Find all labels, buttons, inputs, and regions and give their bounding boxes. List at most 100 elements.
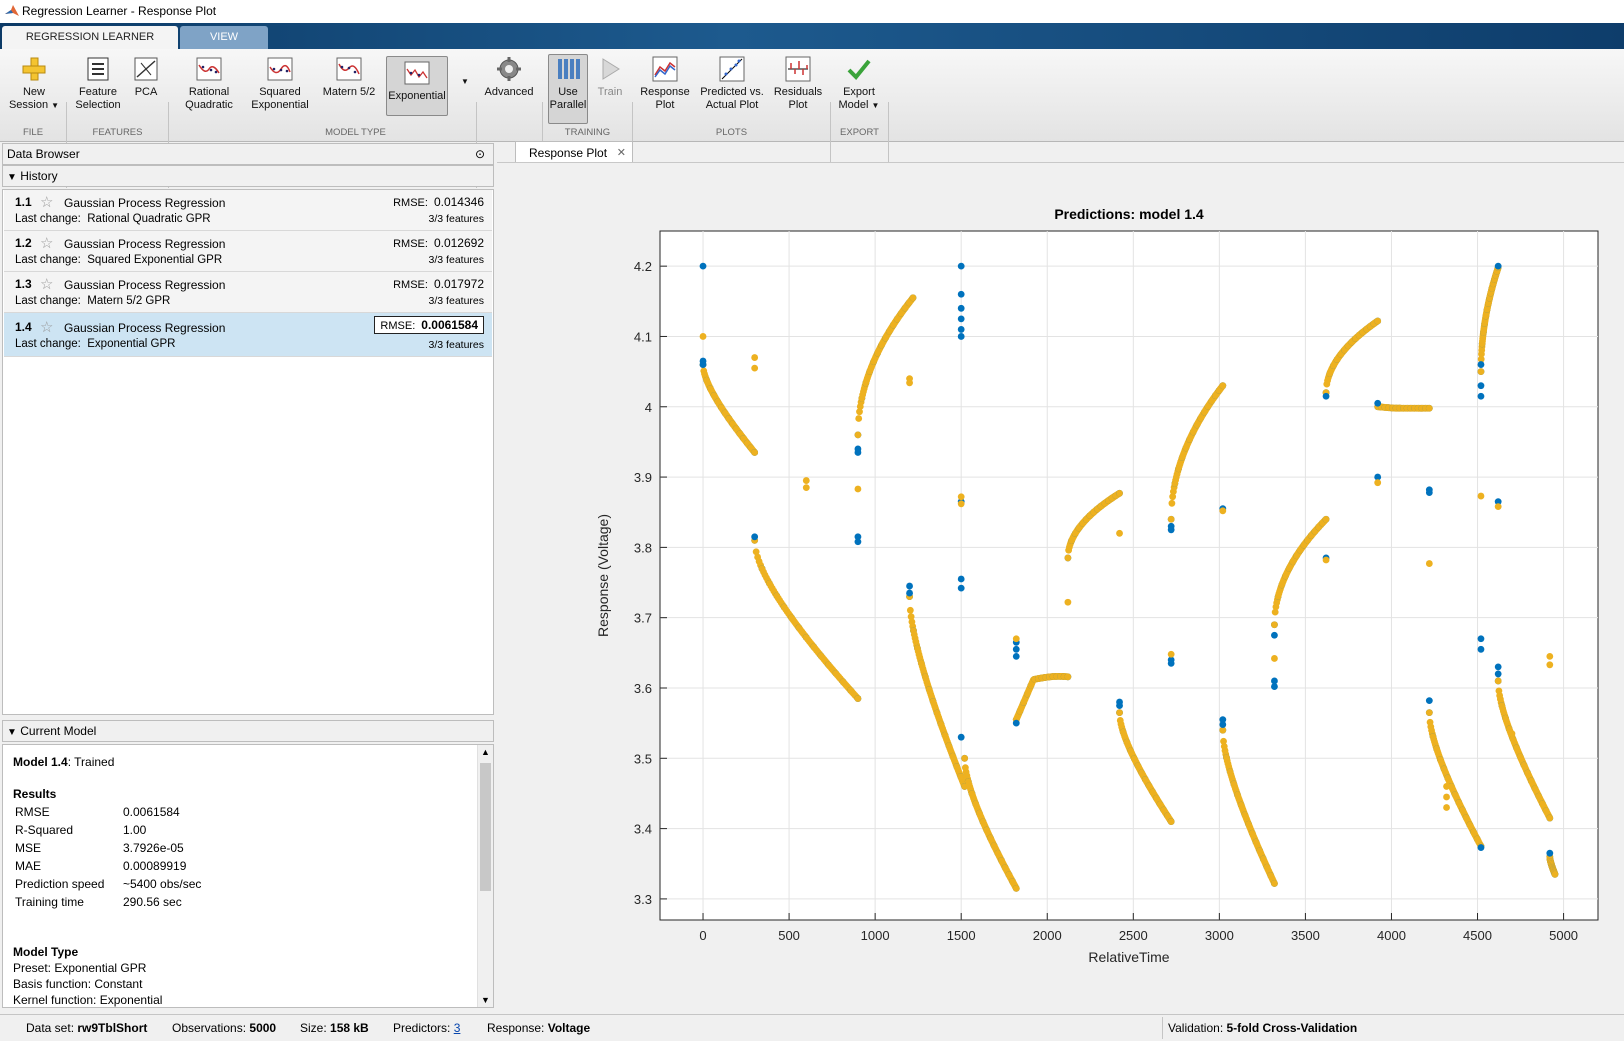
matern-label: Matern 5/2: [322, 86, 376, 98]
true-point: [957, 290, 965, 298]
scroll-up-arrow-icon[interactable]: ▲: [481, 747, 490, 757]
status-predictors: Predictors: 3: [393, 1015, 460, 1041]
plot-area: 0 500 1000 1500 2000 2500 3000 3500 4000 4500 5000…: [497, 162, 1624, 1013]
predicted-vs-actual-button[interactable]: Predicted vs. Actual Plot: [698, 55, 766, 112]
predicted-point: [1167, 515, 1175, 523]
model-name: Gaussian Process Regression: [64, 278, 226, 292]
feature-list-icon: [87, 57, 109, 81]
current-model-header[interactable]: ▼ Current Model: [2, 720, 494, 742]
history-item-1-4[interactable]: 1.4 ☆ Gaussian Process Regression Last c…: [4, 313, 492, 357]
true-point: [854, 533, 862, 541]
results-value-rmse: 0.0061584: [123, 805, 180, 819]
response-plot-icon: [652, 56, 678, 82]
panel-options-icon[interactable]: ⊙: [474, 147, 485, 161]
predicted-point: [1551, 870, 1559, 878]
true-point: [957, 315, 965, 323]
predicted-point: [855, 415, 863, 422]
last-change-value: Squared Exponential GPR: [87, 254, 223, 266]
results-label-mae: MAE: [15, 859, 42, 873]
last-change: Last change: Squared Exponential GPR: [15, 254, 222, 266]
feature-selection-label: Feature Selection: [75, 86, 121, 111]
favorite-star-icon[interactable]: ☆: [40, 194, 54, 211]
favorite-star-icon[interactable]: ☆: [40, 235, 54, 252]
rational-quadratic-button[interactable]: Rational Quadratic: [178, 55, 240, 112]
feature-selection-button[interactable]: Feature Selection: [70, 55, 126, 112]
residuals-plot-label: Residuals Plot: [773, 86, 823, 111]
predicted-point: [1443, 793, 1450, 801]
play-icon: [602, 58, 620, 80]
response-plot-button[interactable]: Response Plot: [636, 55, 694, 112]
predicted-vs-actual-label: Predicted vs. Actual Plot: [700, 86, 764, 111]
true-point: [957, 575, 965, 583]
predicted-point: [802, 484, 810, 492]
true-point: [1116, 702, 1123, 709]
train-button[interactable]: Train: [592, 55, 628, 99]
tab-response-plot[interactable]: Response Plot ✕: [515, 141, 633, 164]
use-parallel-toggle[interactable]: Use Parallel: [548, 55, 588, 112]
predicted-point: [1219, 507, 1227, 515]
status-validation-value: 5-fold Cross-Validation: [1226, 1021, 1358, 1035]
predicted-point: [1477, 492, 1485, 500]
residuals-plot-button[interactable]: Residuals Plot: [770, 55, 826, 112]
exponential-button[interactable]: Exponential: [386, 59, 448, 103]
y-tick-label: 3.5: [634, 751, 652, 766]
model-type-kernel: Kernel function: Exponential: [13, 993, 163, 1007]
true-point: [1012, 645, 1020, 653]
window-title: Regression Learner - Response Plot: [22, 4, 217, 18]
x-tick-label: 500: [778, 928, 800, 943]
current-model-status: : Trained: [67, 755, 115, 769]
scroll-down-arrow-icon[interactable]: ▼: [481, 995, 490, 1005]
results-value-training-time: 290.56 sec: [123, 895, 182, 909]
history-item-1-2[interactable]: 1.2 ☆ Gaussian Process Regression Last c…: [4, 231, 492, 272]
advanced-button[interactable]: Advanced: [480, 55, 538, 99]
gpr-model-icon: [404, 61, 430, 85]
predicted-point: [1546, 652, 1554, 660]
y-tick-label: 3.9: [634, 470, 652, 485]
history-header[interactable]: ▼ History: [2, 165, 494, 187]
predicted-point: [1494, 503, 1502, 510]
favorite-star-icon[interactable]: ☆: [40, 276, 54, 293]
export-model-button[interactable]: Export Model ▼: [832, 55, 886, 112]
true-point: [699, 361, 707, 368]
true-point: [1374, 399, 1382, 407]
train-label: Train: [597, 86, 623, 98]
true-point: [1494, 262, 1502, 270]
predicted-point: [1546, 661, 1554, 669]
y-tick-label: 3.8: [634, 540, 652, 555]
squared-exponential-button[interactable]: Squared Exponential: [246, 55, 314, 112]
model-number: 1.1: [15, 195, 32, 209]
close-icon[interactable]: ✕: [616, 147, 626, 159]
current-model-scrollbar[interactable]: ▲ ▼: [477, 745, 493, 1007]
rmse-label: RMSE:: [380, 320, 416, 332]
last-change-label: Last change:: [15, 213, 81, 225]
true-point: [1374, 473, 1382, 481]
last-change-label: Last change:: [15, 254, 81, 266]
status-dataset: Data set: rw9TblShort: [26, 1015, 147, 1041]
predictors-link[interactable]: 3: [453, 1021, 461, 1035]
status-validation-label: Validation:: [1168, 1021, 1224, 1035]
scrollbar-thumb[interactable]: [480, 763, 491, 891]
tab-view[interactable]: VIEW: [180, 26, 268, 49]
tab-regression-learner[interactable]: REGRESSION LEARNER: [2, 26, 178, 49]
gallery-expand-button[interactable]: ▼: [456, 75, 474, 88]
matlab-logo-icon: [5, 5, 19, 16]
history-item-1-3[interactable]: 1.3 ☆ Gaussian Process Regression Last c…: [4, 272, 492, 313]
predicted-point: [1220, 737, 1227, 745]
predicted-point: [1271, 621, 1278, 629]
x-axis-label: RelativeTime: [1088, 949, 1169, 965]
matern-button[interactable]: Matern 5/2: [318, 55, 380, 99]
favorite-star-icon[interactable]: ☆: [40, 319, 54, 336]
status-observations-label: Observations:: [172, 1021, 247, 1035]
x-tick-label: 3500: [1291, 928, 1320, 943]
rmse-readout: RMSE: 0.014346: [393, 195, 484, 209]
last-change: Last change: Rational Quadratic GPR: [15, 213, 211, 225]
true-point: [1271, 683, 1278, 690]
residuals-plot-icon: [785, 56, 811, 82]
new-session-button[interactable]: New Session ▼: [4, 55, 64, 112]
true-point: [1494, 498, 1502, 506]
predicted-point: [1374, 479, 1382, 487]
status-dataset-value: rw9TblShort: [77, 1021, 148, 1035]
pca-button[interactable]: PCA: [128, 55, 164, 99]
history-item-1-1[interactable]: 1.1 ☆ Gaussian Process Regression Last c…: [4, 190, 492, 231]
rmse-value: 0.014346: [433, 195, 484, 209]
